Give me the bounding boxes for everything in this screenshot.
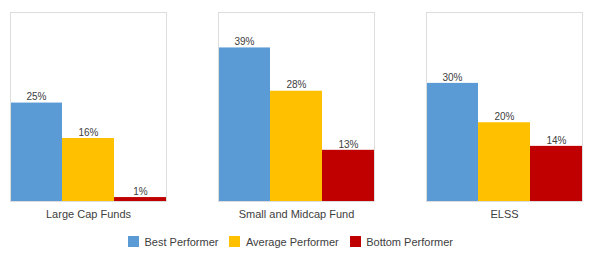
svg-text:16%: 16% xyxy=(78,127,98,138)
svg-text:39%: 39% xyxy=(234,36,254,47)
html-text:Best Performer: Best Performer xyxy=(144,235,219,248)
svg-text:14%: 14% xyxy=(546,135,566,146)
svg-text:1%: 1% xyxy=(133,186,148,197)
svg-text:ELSS: ELSS xyxy=(490,208,518,220)
svg-text:30%: 30% xyxy=(442,72,462,83)
svg-text:13%: 13% xyxy=(338,139,358,150)
svg-text:Large Cap Funds: Large Cap Funds xyxy=(46,208,131,220)
html-text:Bottom Performer: Bottom Performer xyxy=(366,235,453,248)
svg-text:Small and Midcap Fund: Small and Midcap Fund xyxy=(239,208,355,220)
svg-text:25%: 25% xyxy=(26,91,46,102)
svg-text:20%: 20% xyxy=(494,111,514,122)
svg-text:28%: 28% xyxy=(286,79,306,90)
html-text:Average Performer: Average Performer xyxy=(246,235,339,248)
